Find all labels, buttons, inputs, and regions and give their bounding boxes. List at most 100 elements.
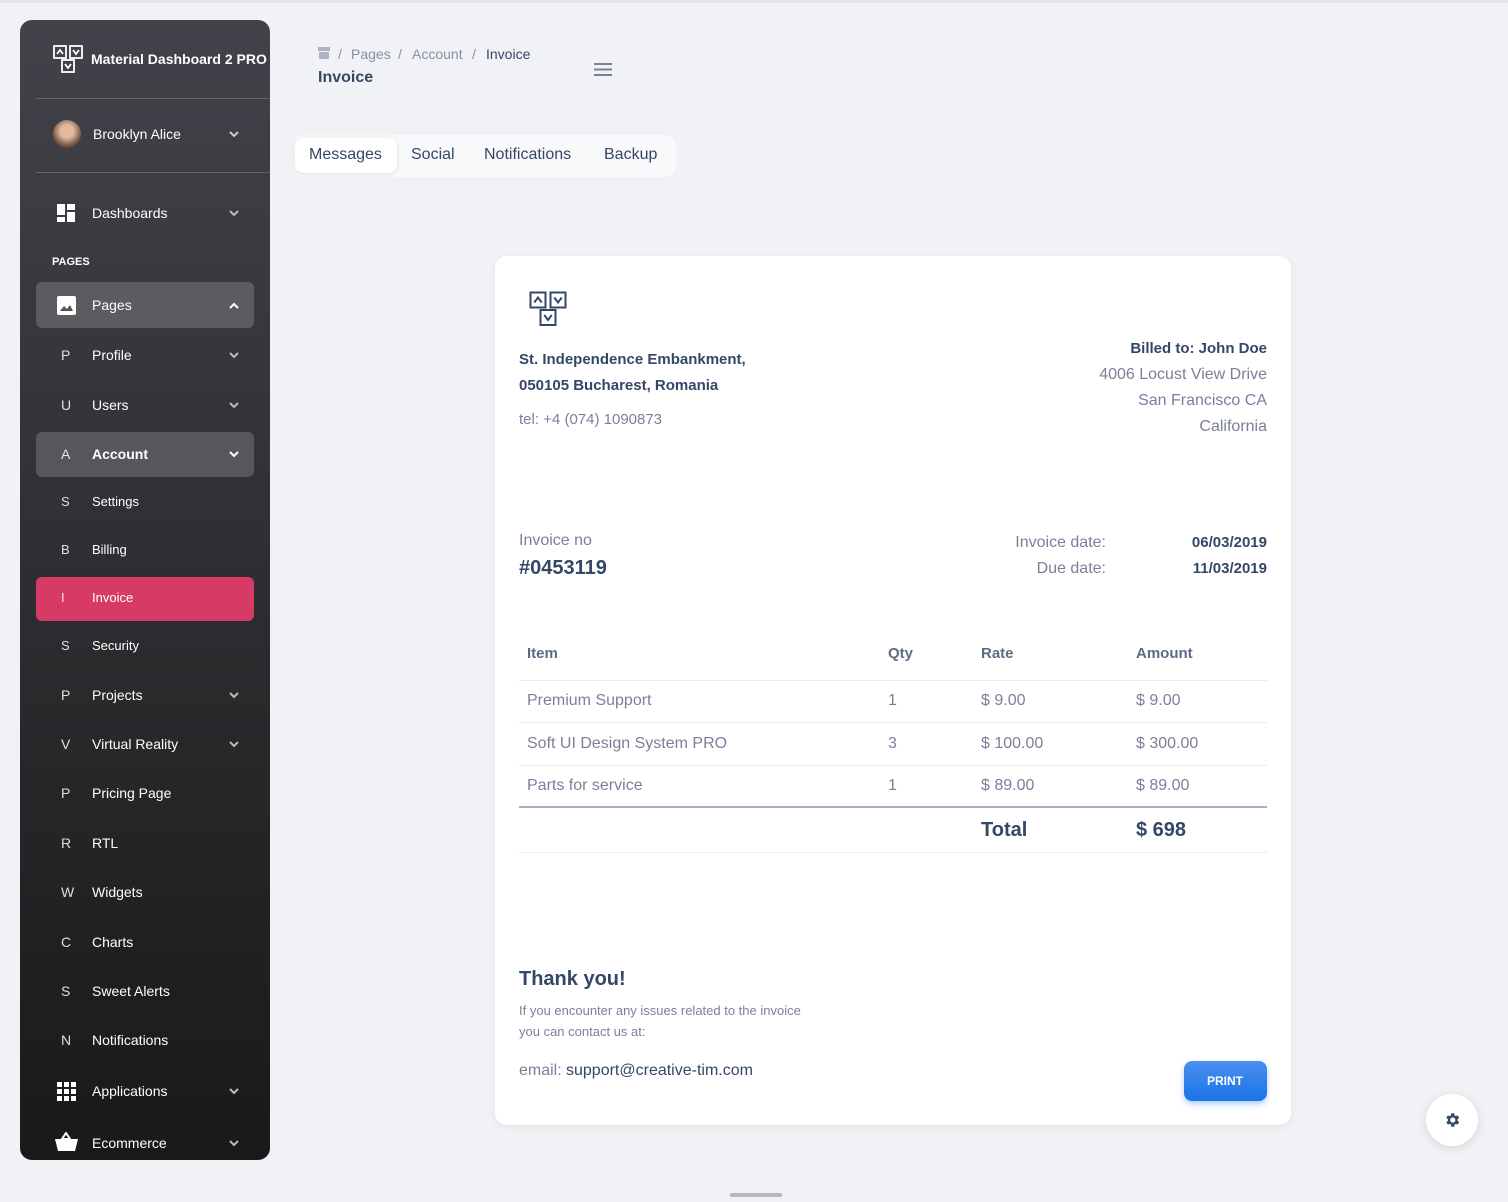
nav-letter: R (61, 835, 72, 851)
nav-item[interactable]: Virtual Reality (92, 736, 179, 752)
nav-item[interactable]: Pricing Page (92, 785, 172, 801)
nav-item[interactable]: Charts (92, 934, 134, 950)
active-item (36, 432, 254, 477)
breadcrumb-item[interactable]: Pages (351, 46, 391, 62)
total-value: $ 698 (1136, 819, 1187, 841)
invoice-number: #0453119 (519, 557, 607, 579)
email-label: email: (519, 1062, 562, 1079)
nav-item[interactable]: Account (92, 446, 148, 462)
nav-item[interactable]: Invoice (92, 590, 134, 605)
nav-item[interactable]: Widgets (92, 884, 143, 900)
nav-letter: S (61, 638, 70, 653)
chevron-down[interactable] (229, 1140, 239, 1147)
invoice-card (495, 256, 1291, 1125)
nav-item[interactable]: Profile (92, 347, 132, 363)
date-label: Due date: (1036, 560, 1106, 577)
table-header: Rate (981, 645, 1014, 662)
divider (36, 172, 270, 173)
active-tab (295, 138, 397, 173)
nav-letter: I (61, 590, 65, 605)
billed-to: Billed to: John Doe (1130, 340, 1267, 357)
tab[interactable]: Backup (604, 146, 658, 163)
table-cell: Soft UI Design System PRO (527, 735, 728, 752)
company-address: 050105 Bucharest, Romania (519, 377, 719, 394)
table-header: Qty (888, 645, 914, 662)
table-rule (519, 852, 1267, 853)
table-cell: $ 100.00 (981, 735, 1044, 752)
thanks-text: If you encounter any issues related to t… (519, 1003, 801, 1018)
table-cell: $ 9.00 (981, 692, 1026, 709)
table-cell: 3 (888, 735, 897, 752)
breadcrumb-separator: / (472, 46, 476, 62)
nav-item[interactable]: RTL (92, 835, 119, 851)
company-phone: tel: +4 (074) 1090873 (519, 411, 663, 428)
nav-item[interactable]: Applications (92, 1083, 168, 1099)
table-rule (519, 680, 1267, 681)
nav-item[interactable]: Sweet Alerts (92, 983, 170, 999)
brand-logo (53, 45, 83, 73)
nav-letter: B (61, 542, 70, 557)
user-name[interactable]: Brooklyn Alice (93, 126, 181, 142)
nav-item[interactable]: Dashboards (92, 205, 168, 221)
menu-toggle[interactable] (594, 63, 612, 76)
page-title: Invoice (318, 69, 374, 86)
print-button[interactable]: PRINT (1207, 1074, 1243, 1088)
nav-item[interactable]: Settings (92, 494, 139, 509)
chevron-down[interactable] (229, 741, 239, 748)
print-button-bg (1184, 1061, 1267, 1101)
nav-letter: C (61, 934, 72, 950)
breadcrumb-item: Invoice (486, 46, 531, 62)
billed-address: San Francisco CA (1138, 392, 1267, 409)
nav-item[interactable]: Users (92, 397, 129, 413)
divider (36, 98, 270, 99)
total-label: Total (981, 819, 1028, 841)
table-cell: Premium Support (527, 692, 652, 709)
breadcrumb-separator: / (338, 46, 342, 62)
table-rule (519, 722, 1267, 723)
nav-letter: P (61, 347, 71, 363)
nav-item[interactable]: Ecommerce (92, 1135, 167, 1151)
date-value: 11/03/2019 (1192, 560, 1267, 577)
chevron-down[interactable] (229, 131, 239, 138)
selected-item (36, 577, 254, 621)
chevron-down[interactable] (229, 451, 239, 458)
nav-letter: P (61, 687, 71, 703)
chevron-down[interactable] (229, 692, 239, 699)
nav-letter: A (61, 446, 71, 462)
settings-button[interactable] (1426, 1094, 1478, 1146)
nav-letter: S (61, 983, 71, 999)
table-cell: $ 9.00 (1136, 692, 1181, 709)
date-label: Invoice date: (1015, 534, 1106, 551)
tab[interactable]: Social (411, 146, 455, 163)
apps-icon (57, 1082, 76, 1101)
email-address[interactable]: support@creative-tim.com (566, 1062, 753, 1079)
gear-icon[interactable] (1443, 1111, 1461, 1129)
scroll-handle (730, 1193, 782, 1197)
chevron-up[interactable] (229, 302, 239, 309)
table-cell: $ 89.00 (981, 777, 1035, 794)
date-value: 06/03/2019 (1191, 534, 1267, 551)
breadcrumb-item[interactable]: Account (412, 46, 463, 62)
basket-icon (55, 1132, 78, 1151)
chevron-down[interactable] (229, 210, 239, 217)
nav-item[interactable]: Projects (92, 687, 143, 703)
chevron-down[interactable] (229, 352, 239, 359)
table-cell: $ 89.00 (1136, 777, 1190, 794)
nav-item[interactable]: Notifications (92, 1032, 169, 1048)
nav-item[interactable]: Pages (92, 297, 132, 313)
tab[interactable]: Notifications (484, 146, 572, 163)
nav-item[interactable]: Security (92, 638, 139, 653)
chevron-down[interactable] (229, 402, 239, 409)
avatar[interactable] (53, 120, 81, 148)
billed-address: California (1199, 418, 1267, 435)
nav-letter: W (61, 884, 75, 900)
nav-letter: S (61, 494, 70, 509)
chevron-down[interactable] (229, 1088, 239, 1095)
table-cell: 1 (888, 777, 897, 794)
thanks-text: you can contact us at: (519, 1024, 646, 1039)
table-cell: 1 (888, 692, 897, 709)
tab[interactable]: Messages (309, 146, 382, 163)
home-icon[interactable] (318, 47, 330, 59)
nav-item[interactable]: Billing (92, 542, 127, 557)
section-heading: PAGES (52, 256, 90, 268)
